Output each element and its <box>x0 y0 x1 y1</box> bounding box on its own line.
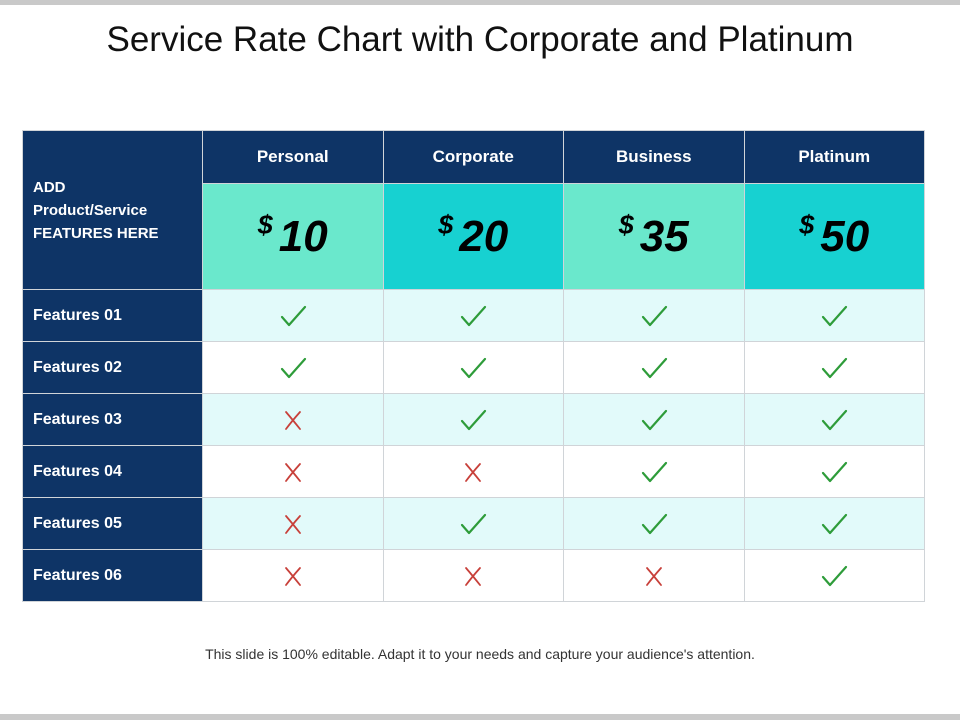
feature-label: Features 01 <box>22 289 203 342</box>
feature-cell-platinum <box>743 393 925 446</box>
feature-cell-corporate <box>382 549 564 602</box>
currency-symbol: $ <box>618 209 634 240</box>
check-icon <box>458 405 488 435</box>
feature-cell-corporate <box>382 497 564 550</box>
feature-label: Features 06 <box>22 549 203 602</box>
feature-cell-business <box>563 289 745 342</box>
check-icon <box>819 301 849 331</box>
feature-row: Features 05 <box>22 497 925 550</box>
feature-cell-business <box>563 445 745 498</box>
feature-cell-corporate <box>382 445 564 498</box>
rate-table: ADD Product/Service FEATURES HERE Person… <box>22 130 925 602</box>
check-icon <box>639 405 669 435</box>
corner-label: ADD Product/Service FEATURES HERE <box>22 130 203 290</box>
price-personal: $10 <box>202 183 384 290</box>
cross-icon <box>278 509 308 539</box>
feature-cell-personal <box>202 497 384 550</box>
price-amount: 50 <box>820 211 870 261</box>
slide-footer: This slide is 100% editable. Adapt it to… <box>205 646 755 662</box>
feature-cell-corporate <box>382 393 564 446</box>
check-icon <box>639 509 669 539</box>
feature-cell-personal <box>202 289 384 342</box>
feature-cell-platinum <box>743 445 925 498</box>
feature-row: Features 02 <box>22 341 925 394</box>
check-icon <box>278 353 308 383</box>
price-platinum: $50 <box>743 183 925 290</box>
feature-cell-platinum <box>743 289 925 342</box>
feature-rows: Features 01 Features 02 Features 03 Feature… <box>22 289 925 602</box>
currency-symbol: $ <box>438 209 454 240</box>
cross-icon <box>639 561 669 591</box>
check-icon <box>639 457 669 487</box>
plan-header-personal: Personal <box>202 130 384 184</box>
top-border <box>0 0 960 5</box>
price-corporate: $20 <box>382 183 564 290</box>
currency-symbol: $ <box>257 209 273 240</box>
feature-cell-business <box>563 393 745 446</box>
feature-cell-personal <box>202 445 384 498</box>
check-icon <box>278 301 308 331</box>
check-icon <box>819 405 849 435</box>
feature-cell-business <box>563 341 745 394</box>
check-icon <box>639 353 669 383</box>
feature-cell-personal <box>202 393 384 446</box>
feature-row: Features 03 <box>22 393 925 446</box>
feature-label: Features 03 <box>22 393 203 446</box>
feature-label: Features 05 <box>22 497 203 550</box>
check-icon <box>458 301 488 331</box>
feature-cell-corporate <box>382 289 564 342</box>
feature-cell-personal <box>202 549 384 602</box>
cross-icon <box>278 457 308 487</box>
corner-line: FEATURES HERE <box>33 224 159 242</box>
feature-row: Features 01 <box>22 289 925 342</box>
cross-icon <box>278 561 308 591</box>
check-icon <box>458 509 488 539</box>
feature-cell-business <box>563 497 745 550</box>
check-icon <box>458 353 488 383</box>
check-icon <box>639 301 669 331</box>
feature-row: Features 06 <box>22 549 925 602</box>
corner-line: Product/Service <box>33 201 148 219</box>
currency-symbol: $ <box>799 209 815 240</box>
feature-label: Features 04 <box>22 445 203 498</box>
price-amount: 20 <box>459 211 509 261</box>
cross-icon <box>458 561 488 591</box>
feature-cell-platinum <box>743 549 925 602</box>
plan-header-platinum: Platinum <box>743 130 925 184</box>
feature-label: Features 02 <box>22 341 203 394</box>
bottom-border <box>0 714 960 720</box>
price-business: $35 <box>563 183 745 290</box>
feature-cell-personal <box>202 341 384 394</box>
plan-header-corporate: Corporate <box>382 130 564 184</box>
check-icon <box>819 353 849 383</box>
check-icon <box>819 509 849 539</box>
slide-title: Service Rate Chart with Corporate and Pl… <box>106 20 854 59</box>
feature-row: Features 04 <box>22 445 925 498</box>
feature-cell-business <box>563 549 745 602</box>
price-amount: 35 <box>639 211 689 261</box>
plan-header-business: Business <box>563 130 745 184</box>
check-icon <box>819 457 849 487</box>
feature-cell-platinum <box>743 341 925 394</box>
cross-icon <box>278 405 308 435</box>
price-amount: 10 <box>278 211 328 261</box>
corner-line: ADD <box>33 178 66 196</box>
feature-cell-platinum <box>743 497 925 550</box>
feature-cell-corporate <box>382 341 564 394</box>
check-icon <box>819 561 849 591</box>
cross-icon <box>458 457 488 487</box>
